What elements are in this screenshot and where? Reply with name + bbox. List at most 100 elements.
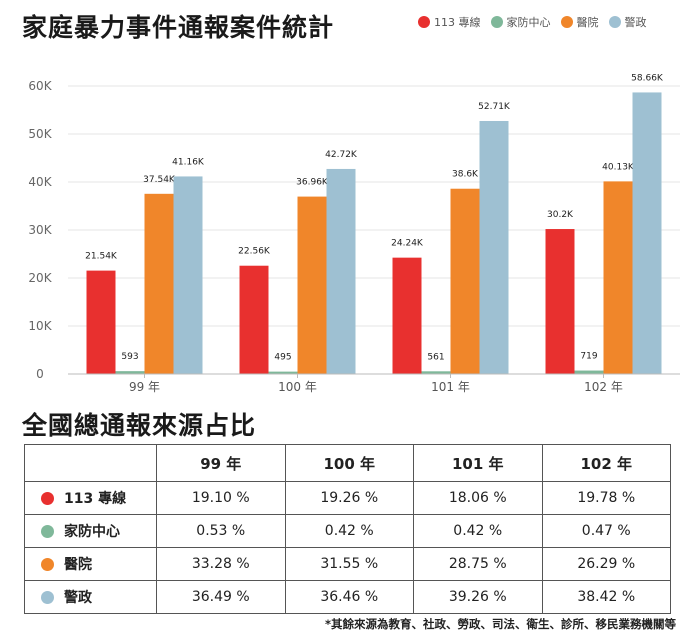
data-label: 37.54K [143,175,176,185]
table-cell: 39.26 % [413,580,543,614]
legend-item-hotline: 113 專線 [418,14,481,30]
source-swatch-center [41,525,54,538]
legend: 113 專線 家防中心 醫院 警政 [418,14,647,30]
y-tick-label: 60K [28,79,52,93]
table-header-row: 99 年 100 年 101 年 102 年 [24,444,671,482]
source-label: 醫院 [64,557,92,573]
column-header: 102 年 [541,444,671,482]
data-label: 719 [580,352,597,362]
data-label: 52.71K [478,102,511,112]
table-cell: 0.47 % [541,514,671,548]
column-header: 101 年 [413,444,543,482]
legend-label-hotline: 113 專線 [434,16,481,29]
table-title: 全國總通報來源占比 [22,411,257,440]
source-share-table: 99 年 100 年 101 年 102 年 113 專線 19.10 % 19… [24,444,671,614]
row-source: 家防中心 [24,514,157,548]
data-label: 495 [274,353,291,363]
table-cell: 0.53 % [156,514,286,548]
data-label: 42.72K [325,150,358,160]
bar [86,270,116,374]
table-cell: 0.42 % [284,514,414,548]
y-axis: 0 10K 20K 30K 40K 50K 60K [28,79,52,381]
table-cell: 33.28 % [156,547,286,581]
table-cell: 18.06 % [413,481,543,515]
column-header: 99 年 [156,444,286,482]
source-label: 家防中心 [64,524,120,540]
legend-item-hospital: 醫院 [560,14,599,30]
table-row: 家防中心 0.53 % 0.42 % 0.42 % 0.47 % [24,514,671,548]
bar [574,370,604,374]
data-label: 40.13K [602,162,635,172]
legend-label-police: 警政 [624,16,647,29]
chart-title: 家庭暴力事件通報案件統計 [22,13,335,42]
data-label: 36.96K [296,178,329,188]
bar [115,371,145,374]
table-cell: 19.26 % [284,481,414,515]
data-label: 41.16K [172,157,205,167]
bar [144,193,174,374]
table-cell: 19.10 % [156,481,286,515]
column-header: 100 年 [284,444,414,482]
bars: 21.54K 593 37.54K 41.16K 22.56K 495 36.96K 42.7… [85,73,664,374]
table-row: 113 專線 19.10 % 19.26 % 18.06 % 19.78 % [24,481,671,515]
x-tick-label: 100 年 [278,380,317,394]
y-tick-label: 50K [28,127,52,141]
source-swatch-hospital [41,558,54,571]
y-tick-label: 0 [36,367,44,381]
footnote: *其餘來源為教育、社政、勞政、司法、衛生、診所、移民業務機關等 [324,617,676,631]
bar [450,188,480,374]
legend-item-center: 家防中心 [490,14,551,30]
source-swatch-hotline [41,492,54,505]
legend-swatch-hospital [560,16,573,28]
legend-label-hospital: 醫院 [576,16,599,29]
table-cell: 19.78 % [541,481,671,515]
bar [421,371,451,374]
y-tick-label: 10K [28,319,52,333]
table-cell: 36.46 % [284,580,414,614]
x-tick-label: 102 年 [584,380,623,394]
bar [326,168,356,374]
legend-label-center: 家防中心 [506,16,551,29]
legend-swatch-center [490,16,503,28]
legend-item-police: 警政 [608,14,647,30]
table-cell: 38.42 % [541,580,671,614]
bar [392,257,422,374]
y-tick-label: 20K [28,271,52,285]
table-cell: 36.49 % [156,580,286,614]
data-label: 58.66K [631,73,664,83]
source-swatch-police [41,591,54,604]
source-label: 警政 [64,590,92,606]
table-row: 醫院 33.28 % 31.55 % 28.75 % 26.29 % [24,547,671,581]
row-source: 113 專線 [24,481,157,515]
table-cell: 31.55 % [284,547,414,581]
x-tick-label: 99 年 [129,380,160,394]
table-corner-cell [24,444,157,482]
y-tick-label: 30K [28,223,52,237]
bar-chart: 0 10K 20K 30K 40K 50K 60K 21.54K 593 37.54K 41.16… [28,73,680,394]
bar [545,229,575,374]
data-label: 561 [427,352,444,362]
bar [603,181,633,374]
bar [239,265,269,374]
source-label: 113 專線 [64,491,127,507]
data-label: 30.2K [547,210,574,220]
data-label: 38.6K [452,170,479,180]
table-cell: 26.29 % [541,547,671,581]
table-row: 警政 36.49 % 36.46 % 39.26 % 38.42 % [24,580,671,614]
bar [268,371,298,374]
bar [297,196,327,374]
y-tick-label: 40K [28,175,52,189]
x-tick-label: 101 年 [431,380,470,394]
data-label: 24.24K [391,239,424,249]
legend-swatch-police [608,16,621,28]
bar [173,176,203,374]
data-label: 22.56K [238,247,271,257]
table-cell: 28.75 % [413,547,543,581]
legend-swatch-hotline [418,16,430,28]
table-cell: 0.42 % [413,514,543,548]
x-axis: 99 年 100 年 101 年 102 年 [68,373,680,394]
row-source: 醫院 [24,547,157,581]
row-source: 警政 [24,580,157,614]
data-label: 21.54K [85,252,118,262]
data-label: 593 [121,352,138,362]
